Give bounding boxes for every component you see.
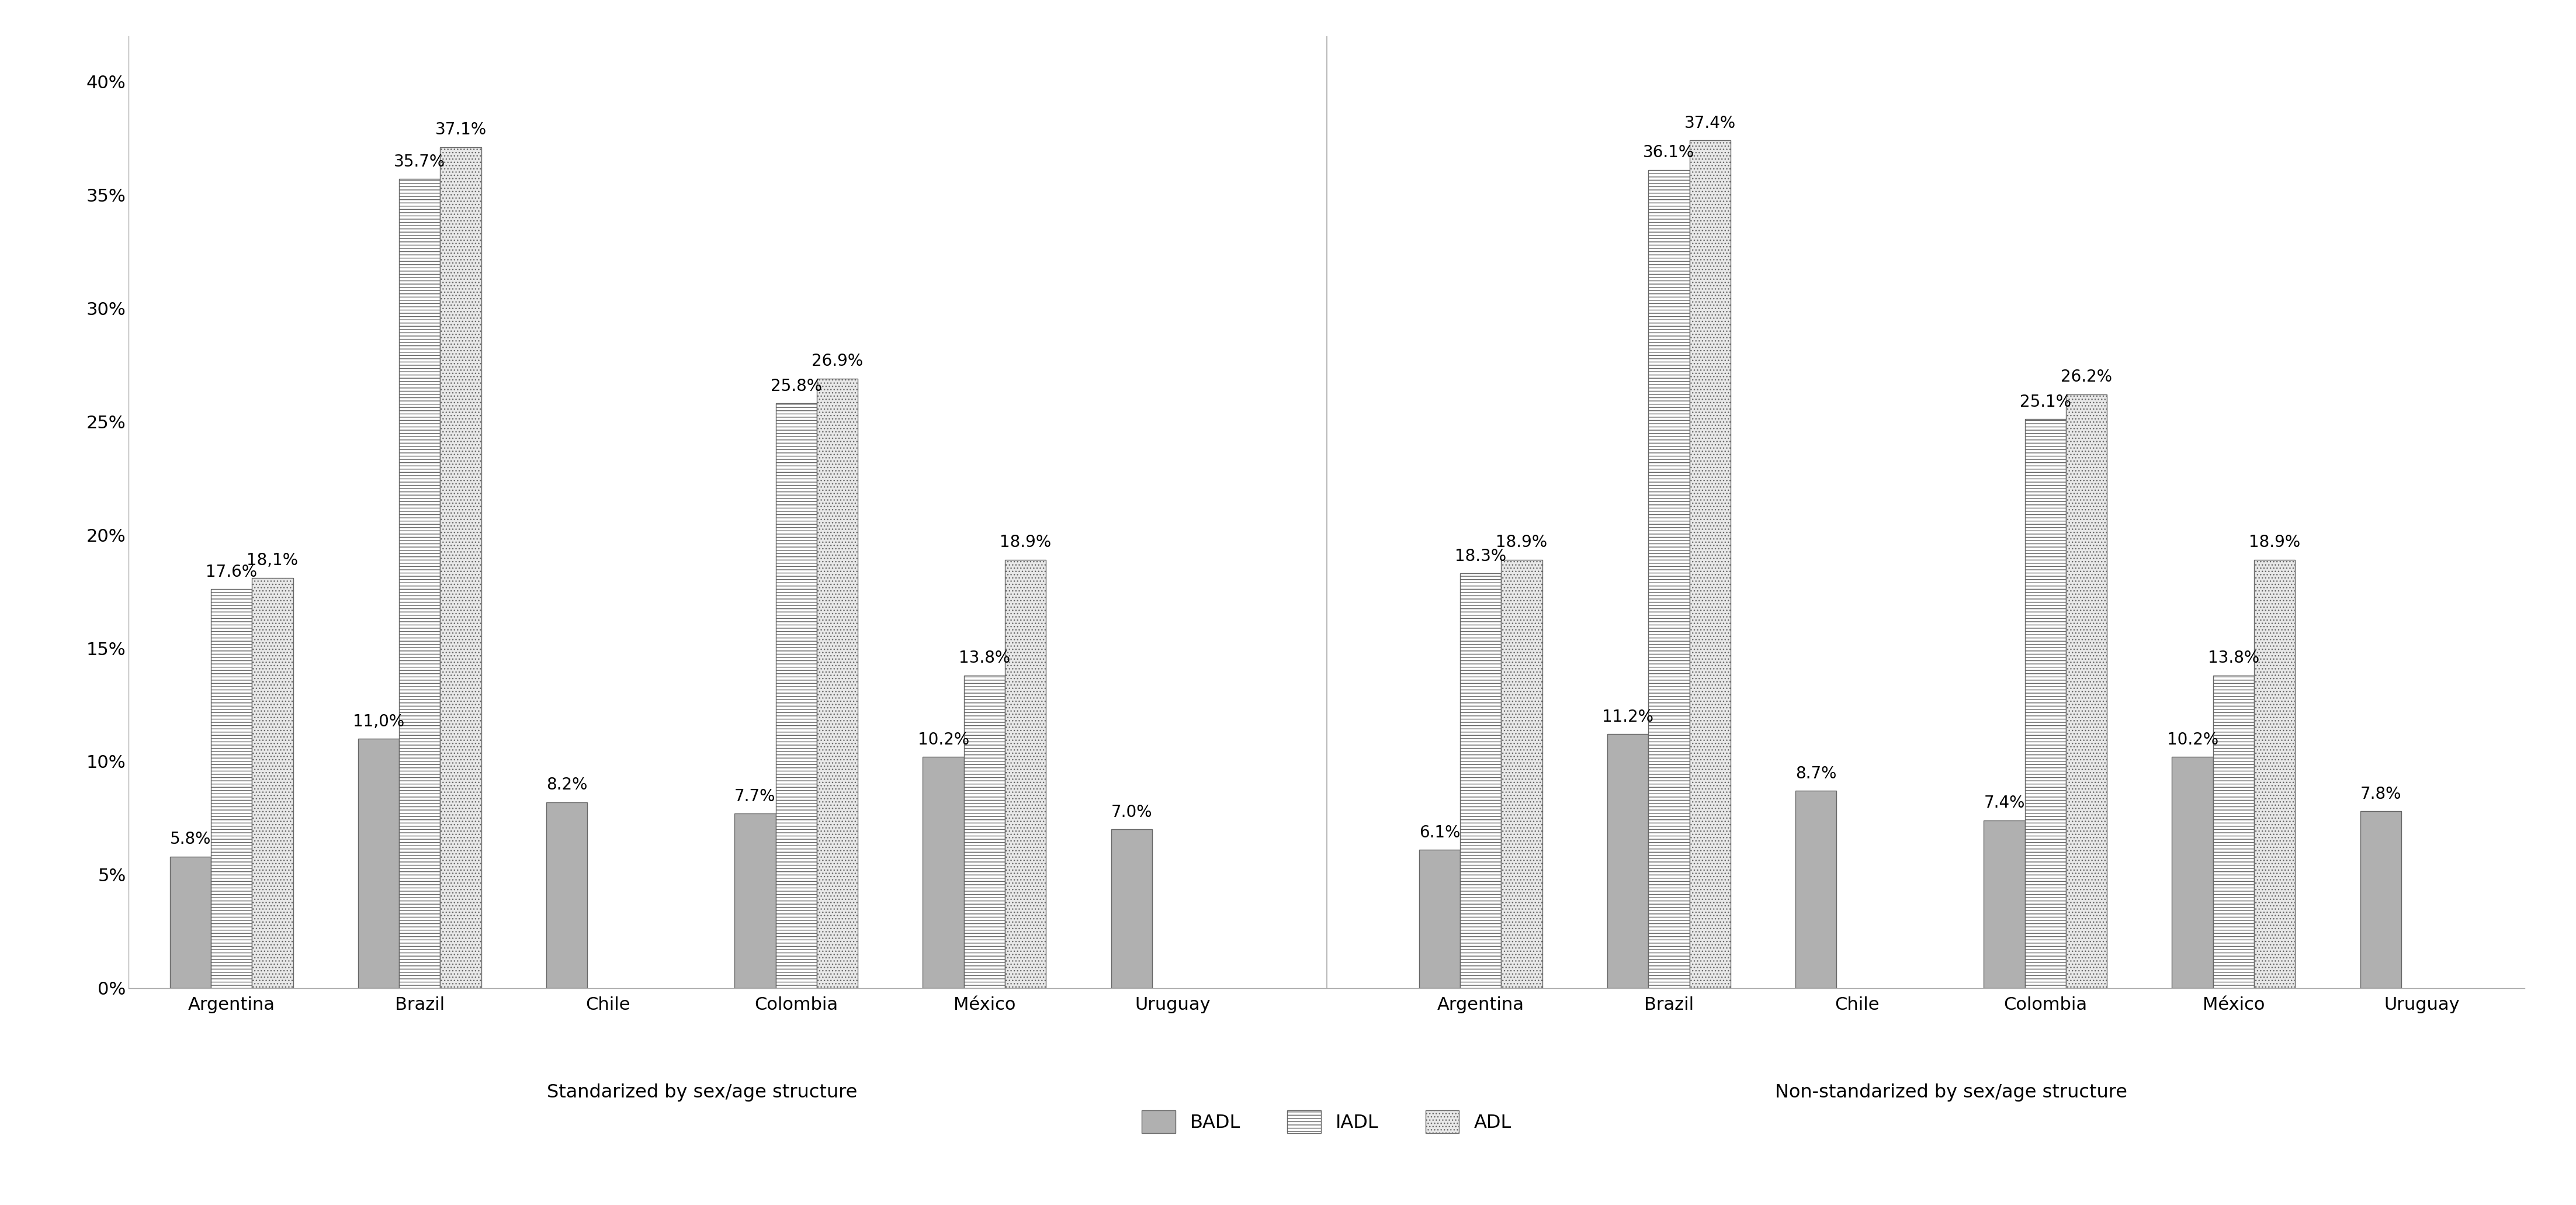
Bar	[399, 178, 440, 988]
Bar	[2213, 675, 2254, 988]
Text: 26.9%: 26.9%	[811, 353, 863, 370]
Bar	[2360, 811, 2401, 988]
Bar	[170, 857, 211, 988]
Bar	[1984, 821, 2025, 988]
Bar	[1795, 790, 1837, 988]
Text: 18.9%: 18.9%	[1497, 534, 1548, 551]
Bar	[1419, 850, 1461, 988]
Bar	[963, 675, 1005, 988]
Bar	[775, 404, 817, 988]
Bar	[2172, 757, 2213, 988]
Text: 10.2%: 10.2%	[2166, 731, 2218, 748]
Bar	[358, 739, 399, 988]
Bar	[2025, 419, 2066, 988]
Bar	[252, 578, 294, 988]
Text: Non-standarized by sex/age structure: Non-standarized by sex/age structure	[1775, 1083, 2128, 1101]
Text: 11.2%: 11.2%	[1602, 709, 1654, 725]
Text: 7.7%: 7.7%	[734, 788, 775, 805]
Bar	[211, 589, 252, 988]
Text: 17.6%: 17.6%	[206, 564, 258, 580]
Bar	[1005, 560, 1046, 988]
Text: 13.8%: 13.8%	[2208, 649, 2259, 666]
Bar	[817, 378, 858, 988]
Bar	[1110, 829, 1151, 988]
Text: 18,1%: 18,1%	[247, 552, 299, 569]
Text: 18.3%: 18.3%	[1455, 548, 1507, 564]
Text: Standarized by sex/age structure: Standarized by sex/age structure	[546, 1083, 858, 1101]
Text: 7.0%: 7.0%	[1110, 804, 1151, 821]
Bar	[1607, 734, 1649, 988]
Text: 18.9%: 18.9%	[999, 534, 1051, 551]
Text: 5.8%: 5.8%	[170, 831, 211, 847]
Bar	[922, 757, 963, 988]
Bar	[1690, 141, 1731, 988]
Text: 8.2%: 8.2%	[546, 777, 587, 793]
Bar	[1502, 560, 1543, 988]
Text: 7.8%: 7.8%	[2360, 786, 2401, 803]
Bar	[1649, 170, 1690, 988]
Text: 36.1%: 36.1%	[1643, 145, 1695, 160]
Bar	[2066, 394, 2107, 988]
Text: 25.8%: 25.8%	[770, 378, 822, 394]
Bar	[546, 803, 587, 988]
Text: 11,0%: 11,0%	[353, 713, 404, 730]
Text: 13.8%: 13.8%	[958, 649, 1010, 666]
Bar	[440, 147, 482, 988]
Bar	[1461, 574, 1502, 988]
Text: 25.1%: 25.1%	[2020, 394, 2071, 410]
Text: 35.7%: 35.7%	[394, 153, 446, 170]
Bar	[734, 813, 775, 988]
Text: 8.7%: 8.7%	[1795, 765, 1837, 782]
Legend: BADL, IADL, ADL: BADL, IADL, ADL	[1133, 1103, 1520, 1141]
Bar	[2254, 560, 2295, 988]
Text: 10.2%: 10.2%	[917, 731, 969, 748]
Text: 26.2%: 26.2%	[2061, 369, 2112, 386]
Text: 6.1%: 6.1%	[1419, 824, 1461, 841]
Text: 37.1%: 37.1%	[435, 122, 487, 139]
Text: 37.4%: 37.4%	[1685, 114, 1736, 131]
Text: 18.9%: 18.9%	[2249, 534, 2300, 551]
Text: 7.4%: 7.4%	[1984, 795, 2025, 811]
